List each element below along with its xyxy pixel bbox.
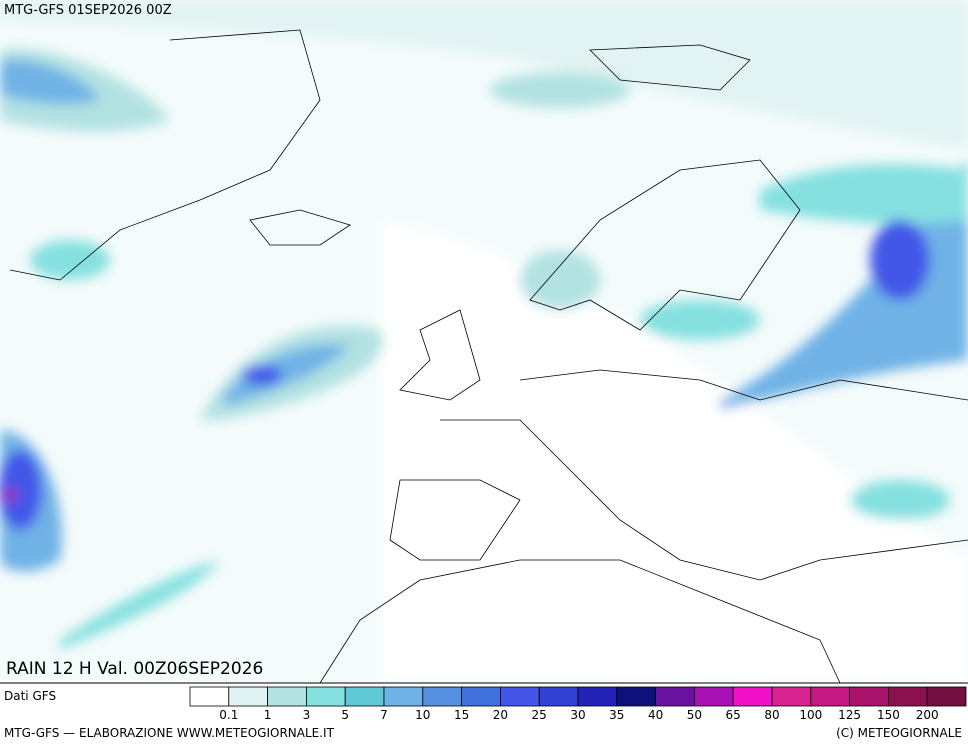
legend-swatch: [344, 686, 385, 707]
color-legend: 0.1 1 3 5 7 10 15 20 25 30 35 40 50 65 80 100 125 150 200: [189, 686, 967, 722]
field-label: RAIN 12 H Val. 00Z06SEP2026: [6, 659, 263, 679]
run-label: MTG-GFS 01SEP2026 00Z: [4, 3, 172, 18]
legend-swatch: [267, 686, 307, 707]
legend-swatch: [694, 686, 734, 707]
legend-swatch: [228, 686, 269, 707]
legend-swatch: [616, 686, 656, 707]
legend-label: 25: [532, 708, 547, 722]
legend-swatch: [499, 686, 540, 707]
legend-swatch: [538, 686, 579, 707]
legend-swatch: [810, 686, 850, 707]
legend-label: 40: [648, 708, 663, 722]
legend-swatch: [461, 686, 501, 707]
legend-label: 5: [341, 708, 349, 722]
legend-swatch: [655, 686, 695, 707]
rain-field: [0, 0, 968, 683]
legend-label: 0.1: [219, 708, 238, 722]
legend-label: 200: [916, 708, 939, 722]
legend-label: 35: [609, 708, 624, 722]
legend-label: 7: [380, 708, 388, 722]
legend-swatch: [189, 686, 230, 707]
legend-swatch: [888, 686, 928, 707]
coastlines: [9, 29, 968, 684]
copyright: (C) METEOGIORNALE: [836, 726, 962, 740]
legend-label: 150: [877, 708, 900, 722]
legend-swatch: [849, 686, 889, 707]
legend-swatch: [732, 686, 773, 707]
legend-label: 80: [764, 708, 779, 722]
legend-label: 100: [799, 708, 822, 722]
legend-label: 15: [454, 708, 469, 722]
legend-swatch: [305, 686, 346, 707]
legend-label: 10: [415, 708, 430, 722]
legend-label: 50: [687, 708, 702, 722]
legend-label: 65: [726, 708, 741, 722]
legend-label: 125: [838, 708, 861, 722]
legend-swatch: [926, 686, 967, 707]
legend-swatch: [577, 686, 618, 707]
credit: MTG-GFS — ELABORAZIONE WWW.METEOGIORNALE…: [4, 726, 335, 740]
legend-label: 20: [493, 708, 508, 722]
legend-label: 1: [264, 708, 272, 722]
source-label: Dati GFS: [4, 689, 56, 703]
map: [0, 0, 968, 684]
legend-swatch: [383, 686, 424, 707]
legend-label: 3: [303, 708, 311, 722]
legend-label: 30: [570, 708, 585, 722]
legend-swatch: [771, 686, 812, 707]
legend-swatch: [422, 686, 462, 707]
